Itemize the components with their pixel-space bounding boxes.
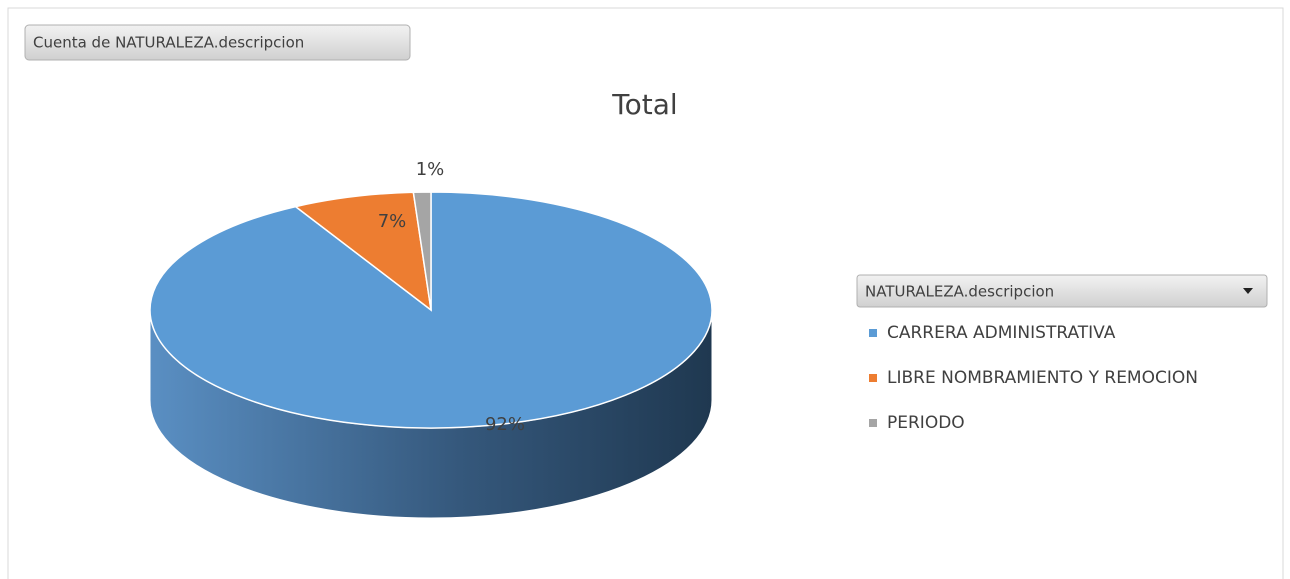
- legend-header-box[interactable]: [856, 274, 1268, 308]
- field-button[interactable]: Cuenta de NATURALEZA.descripcion: [24, 24, 411, 61]
- field-button-box[interactable]: [24, 24, 411, 61]
- data-label: 7%: [378, 211, 407, 232]
- legend-marker: [869, 419, 877, 427]
- legend-header[interactable]: NATURALEZA.descripcion: [856, 274, 1268, 308]
- legend-marker: [869, 374, 877, 382]
- legend-label: PERIODO: [887, 413, 965, 433]
- dropdown-arrow[interactable]: [1243, 288, 1253, 294]
- legend-label: CARRERA ADMINISTRATIVA: [887, 323, 1116, 343]
- data-label: 1%: [416, 159, 445, 180]
- chart-title: Total: [611, 88, 677, 121]
- legend-label: LIBRE NOMBRAMIENTO Y REMOCION: [887, 368, 1198, 388]
- pie: 92% 7% 1%: [149, 159, 713, 519]
- legend-title[interactable]: NATURALEZA.descripcion: [865, 283, 1054, 301]
- legend: CARRERA ADMINISTRATIVA LIBRE NOMBRAMIENTO…: [869, 323, 1198, 433]
- data-label: 92%: [485, 414, 525, 435]
- field-button-label[interactable]: Cuenta de NATURALEZA.descripcion: [33, 34, 304, 52]
- pie-slice: [293, 191, 433, 312]
- legend-marker: [869, 329, 877, 337]
- pie-slice: [412, 191, 432, 311]
